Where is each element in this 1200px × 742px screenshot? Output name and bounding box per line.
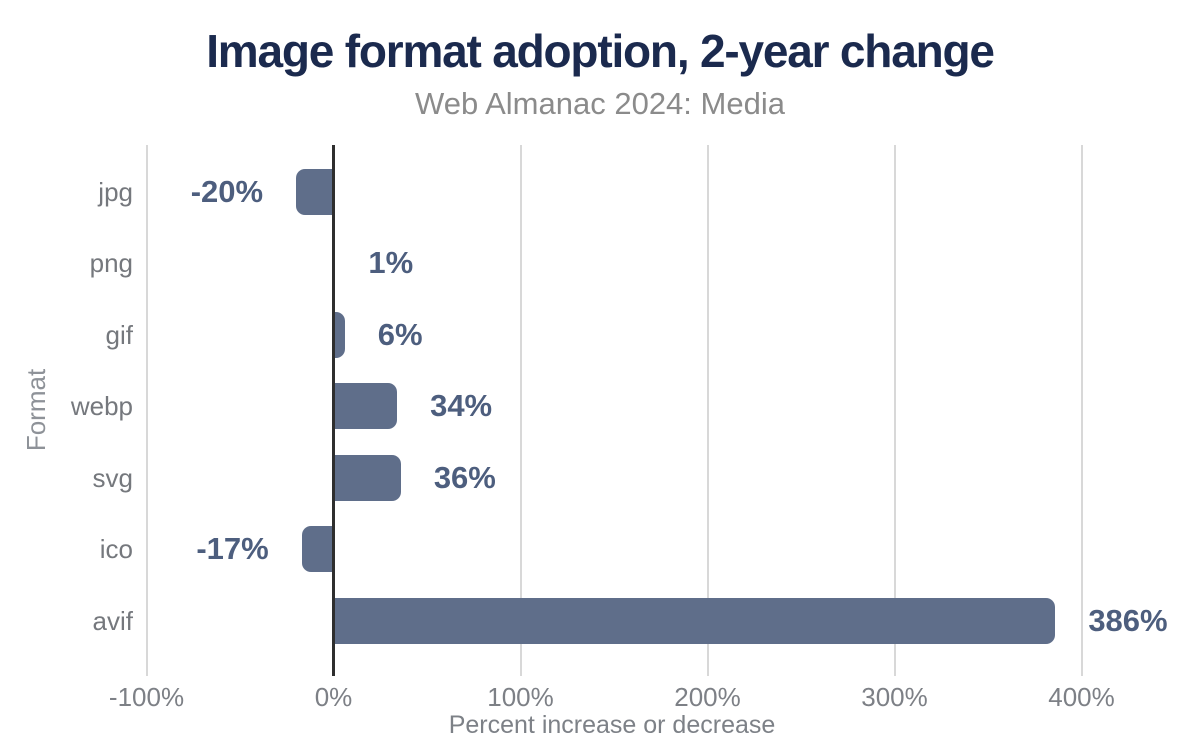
gridline-300	[893, 145, 896, 676]
category-label-png: png	[89, 248, 133, 279]
gridline-200	[706, 145, 709, 676]
gridline--100	[145, 145, 148, 676]
value-label-jpg: -20%	[190, 174, 264, 209]
category-label-jpg: jpg	[98, 177, 133, 207]
category-label-webp: webp	[70, 391, 133, 422]
bar-jpg	[296, 169, 334, 215]
x-tick-label-100: 100%	[487, 682, 554, 712]
chart-subtitle: Web Almanac 2024: Media	[415, 86, 785, 121]
x-tick-label--100: -100%	[108, 682, 185, 712]
plot-area: -100% 0% 100% 200% 300% 400% -20% 1% 6% 34% 36% -17…	[109, 145, 1190, 712]
value-label-avif: 386%	[1088, 602, 1168, 638]
zero-axis-line	[332, 145, 335, 676]
chart-title: Image format adoption, 2-year change	[206, 25, 995, 77]
bar-ico	[301, 526, 334, 573]
bar-svg	[333, 454, 401, 501]
gridline-100	[519, 145, 522, 676]
x-axis-title: Percent increase or decrease	[448, 711, 776, 739]
x-tick-label-400: 400%	[1048, 682, 1115, 712]
category-label-ico: ico	[99, 534, 133, 565]
category-label-svg: svg	[92, 462, 133, 493]
bar-avif	[333, 597, 1056, 644]
value-label-svg: 36%	[433, 459, 496, 495]
category-label-avif: avif	[92, 605, 133, 636]
x-tick-label-200: 200%	[674, 682, 741, 712]
bar-gif	[333, 311, 345, 358]
gridline-400	[1080, 145, 1083, 676]
category-label-gif: gif	[105, 319, 133, 350]
x-tick-label-300: 300%	[861, 682, 928, 712]
value-label-ico: -17%	[196, 531, 269, 567]
bar-webp	[333, 383, 398, 430]
value-label-webp: 34%	[430, 388, 493, 424]
x-tick-label-0: 0%	[314, 682, 353, 712]
value-label-png: 1%	[368, 245, 414, 281]
value-label-gif: 6%	[377, 316, 423, 352]
